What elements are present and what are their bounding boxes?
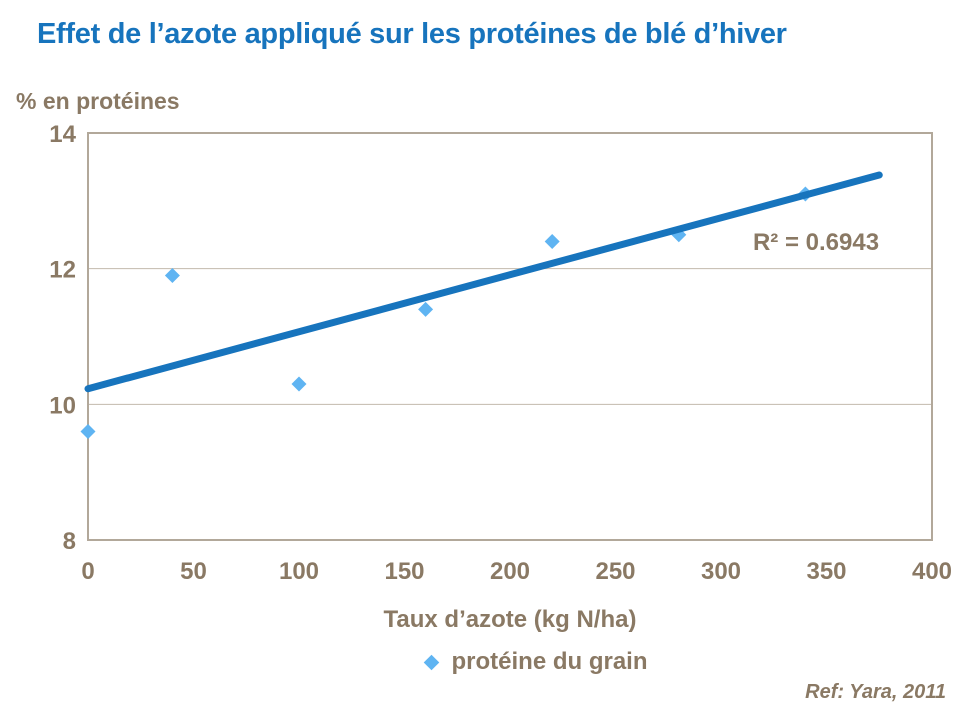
x-tick-label: 0 (81, 558, 94, 585)
y-tick-label: 10 (49, 392, 76, 419)
x-tick-label: 100 (279, 558, 319, 585)
x-tick-label: 350 (806, 558, 846, 585)
y-tick-label: 8 (63, 528, 76, 555)
y-axis-title: % en protéines (16, 88, 180, 114)
x-tick-label: 300 (701, 558, 741, 585)
y-tick-label: 12 (49, 257, 76, 284)
x-tick-label: 50 (180, 558, 207, 585)
x-axis-title: Taux d’azote (kg N/ha) (383, 606, 637, 633)
x-tick-label: 250 (595, 558, 635, 585)
x-tick-label: 400 (912, 558, 952, 585)
data-point (80, 423, 96, 439)
r-squared-label: R² = 0.6943 (753, 229, 879, 256)
data-point (291, 376, 307, 392)
diamond-marker-icon (424, 654, 440, 670)
x-tick-label: 200 (490, 558, 530, 585)
plot-border (87, 132, 933, 541)
chart-title: Effet de l’azote appliqué sur les protéi… (37, 18, 787, 50)
reference-note: Ref: Yara, 2011 (805, 681, 946, 703)
trend-line (84, 171, 883, 393)
chart-legend: protéine du grain (115, 648, 959, 676)
legend-label: protéine du grain (451, 648, 648, 675)
x-tick-label: 150 (384, 558, 424, 585)
data-point (164, 267, 180, 283)
y-tick-label: 14 (49, 121, 76, 148)
data-point (418, 301, 434, 317)
data-point (544, 234, 560, 250)
